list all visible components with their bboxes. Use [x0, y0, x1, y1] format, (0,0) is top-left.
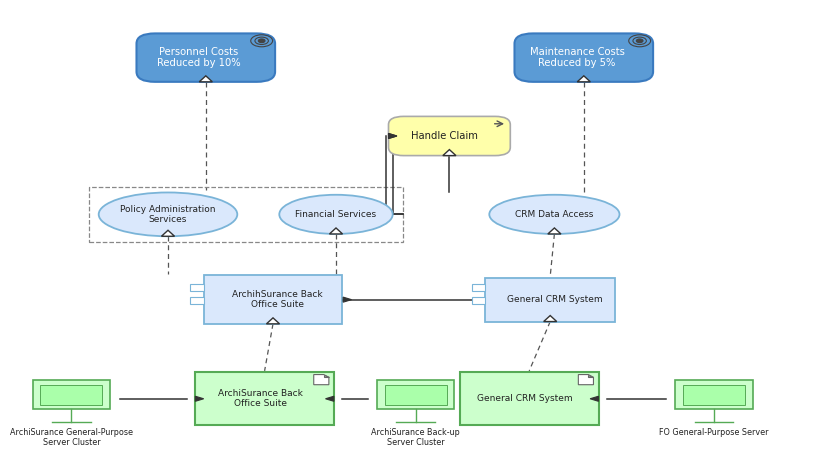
FancyBboxPatch shape	[136, 34, 276, 82]
Polygon shape	[344, 297, 352, 302]
Text: Handle Claim: Handle Claim	[411, 131, 478, 141]
Ellipse shape	[279, 195, 393, 234]
Polygon shape	[443, 150, 456, 156]
Text: CRM Data Access: CRM Data Access	[515, 210, 594, 219]
Text: ArchiSurance Back
Office Suite: ArchiSurance Back Office Suite	[218, 389, 303, 408]
Text: ArchihSurance Back
Office Suite: ArchihSurance Back Office Suite	[232, 290, 323, 309]
Polygon shape	[195, 396, 204, 401]
Bar	[472, 284, 486, 291]
Polygon shape	[314, 374, 329, 384]
Polygon shape	[329, 228, 343, 234]
Polygon shape	[388, 134, 397, 138]
Ellipse shape	[99, 193, 238, 236]
Polygon shape	[543, 316, 557, 322]
Polygon shape	[548, 228, 561, 234]
Ellipse shape	[489, 195, 620, 234]
Polygon shape	[326, 396, 334, 401]
Text: General CRM System: General CRM System	[507, 295, 602, 304]
Polygon shape	[324, 374, 329, 377]
Circle shape	[259, 39, 265, 43]
Text: FO General-Purpose Server: FO General-Purpose Server	[659, 428, 769, 437]
Bar	[40, 385, 102, 405]
Polygon shape	[577, 76, 591, 82]
Text: ArchiSurance Back-up
Server Cluster: ArchiSurance Back-up Server Cluster	[371, 428, 460, 447]
Bar	[33, 380, 110, 409]
Text: Maintenance Costs
Reduced by 5%: Maintenance Costs Reduced by 5%	[530, 47, 624, 68]
Text: Personnel Costs
Reduced by 10%: Personnel Costs Reduced by 10%	[157, 47, 241, 68]
Bar	[204, 276, 343, 324]
Bar	[89, 187, 403, 242]
Bar	[486, 278, 616, 322]
Polygon shape	[199, 76, 213, 82]
Bar	[377, 380, 454, 409]
Bar	[385, 385, 447, 405]
Text: Policy Administration
Services: Policy Administration Services	[120, 205, 216, 224]
Text: General CRM System: General CRM System	[477, 394, 573, 403]
Text: ArchiSurance General-Purpose
Server Cluster: ArchiSurance General-Purpose Server Clus…	[10, 428, 133, 447]
Bar	[460, 372, 598, 425]
Polygon shape	[591, 396, 598, 401]
Circle shape	[637, 39, 643, 43]
Polygon shape	[588, 374, 594, 377]
Polygon shape	[388, 134, 397, 138]
Polygon shape	[266, 318, 280, 324]
Polygon shape	[161, 230, 175, 236]
Bar	[190, 297, 204, 304]
Bar	[472, 297, 486, 304]
FancyBboxPatch shape	[388, 117, 511, 156]
FancyBboxPatch shape	[514, 34, 654, 82]
Bar	[195, 372, 334, 425]
Bar	[683, 385, 745, 405]
Text: Financial Services: Financial Services	[296, 210, 376, 219]
Polygon shape	[579, 374, 594, 384]
Bar	[675, 380, 753, 409]
Bar	[190, 284, 204, 291]
